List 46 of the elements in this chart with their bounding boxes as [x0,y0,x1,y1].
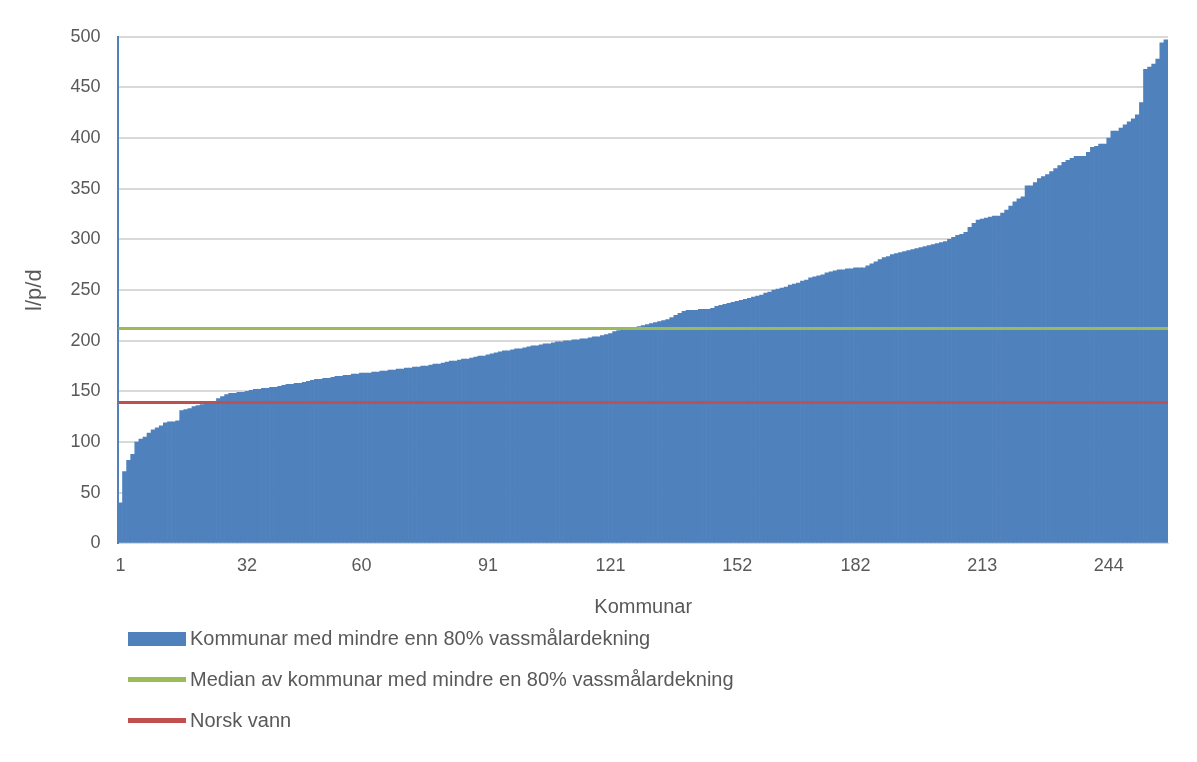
bar [281,385,287,543]
bar [379,370,385,543]
legend-label: Norsk vann [190,709,292,732]
bar [865,265,871,543]
bar [1110,130,1116,543]
bar [526,346,532,543]
bar [1061,162,1067,543]
x-tick-label: 91 [478,555,499,576]
bar [571,339,577,543]
bar [330,376,336,543]
bar [718,304,724,543]
bar [767,291,773,543]
y-tick-label: 200 [70,329,101,350]
y-tick-label: 400 [70,127,101,148]
y-tick-label: 350 [70,177,101,198]
y-tick-label: 250 [70,279,101,300]
x-tick-label: 182 [840,555,871,576]
bar [620,329,626,543]
y-tick-label: 500 [70,25,101,46]
x-tick-label: 244 [1093,555,1124,576]
bar [428,364,434,543]
legend-label: Kommunar med mindre enn 80% vassmålardekning [190,627,651,650]
bar [816,275,822,543]
x-axis-title: Kommunar [594,594,693,617]
bar [134,441,140,543]
x-tick-label: 213 [967,555,998,576]
x-tick-label: 60 [351,555,372,576]
y-tick-label: 150 [70,380,101,401]
x-tick-label: 152 [722,555,753,576]
x-tick-label: 1 [115,555,126,576]
bar [1163,39,1168,543]
y-axis-title: l/p/d [21,269,47,311]
bar [232,393,238,543]
y-tick-label: 0 [90,532,101,553]
y-tick-label: 50 [80,481,101,502]
y-tick-label: 100 [70,431,101,452]
bar [669,317,675,543]
bar [914,248,920,543]
bar [183,409,189,543]
y-tick-label: 450 [70,76,101,97]
x-tick-label: 121 [595,555,626,576]
legend-label: Median av kommunar med mindre en 80% vassmålardekning [190,668,734,691]
bar [1012,201,1018,543]
x-tick-label: 32 [237,555,258,576]
bar [477,355,483,543]
y-tick-label: 300 [70,228,101,249]
